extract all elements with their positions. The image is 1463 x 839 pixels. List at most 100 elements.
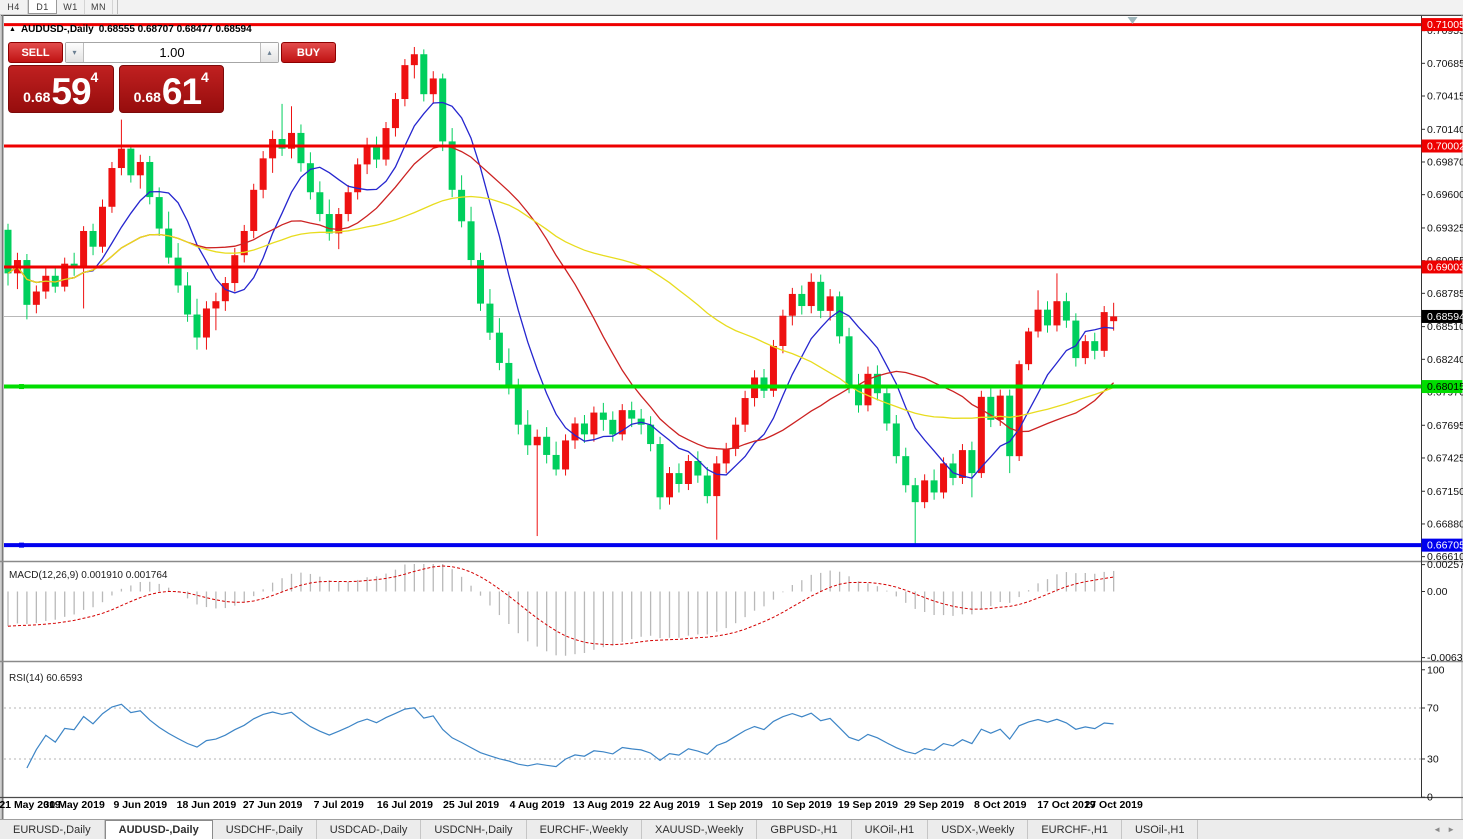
candle-body [515,387,522,425]
chart-tab-usdchf[interactable]: USDCHF-,Daily [213,820,317,839]
date-axis-label[interactable]: 7 Jul 2019 [314,799,364,811]
candle-body [505,363,512,387]
candle-body [675,473,682,484]
chart-shift-marker-icon[interactable] [1128,17,1138,24]
candle-body [80,231,87,266]
candle [392,93,399,137]
date-axis-label[interactable]: 8 Oct 2019 [974,799,1027,811]
chart-tab-eurusd[interactable]: EURUSD-,Daily [0,820,105,839]
candle-body [742,398,749,425]
sell-price-box[interactable]: 0.68 59 4 [8,65,114,113]
collapse-triangle-icon[interactable]: ▲ [9,26,16,33]
candle-body [1016,364,1023,456]
date-axis-label[interactable]: 27 Oct 2019 [1084,799,1143,811]
date-axis-label[interactable]: 18 Jun 2019 [177,799,237,811]
badge-text: 0.68015 [1427,381,1463,393]
date-axis-label[interactable]: 4 Aug 2019 [510,799,565,811]
candle-body [316,192,323,214]
candle-body [137,162,144,175]
candle-body [364,145,371,164]
timeframe-button-d1[interactable]: D1 [28,0,57,14]
candle [1072,313,1079,366]
volume-input[interactable] [84,43,260,62]
tab-scroll-right-icon[interactable]: ► [1447,825,1455,834]
candle [401,59,408,106]
chart-tab-usoil[interactable]: USOil-,H1 [1122,820,1199,839]
candle-body [723,449,730,464]
date-axis-label[interactable]: 27 Jun 2019 [243,799,303,811]
timeframe-button-h4[interactable]: H4 [0,0,28,14]
price-axis-label: 0.68240 [1427,354,1463,366]
date-axis-label[interactable]: 9 Jun 2019 [113,799,167,811]
candle [61,258,68,292]
candle-body [855,386,862,405]
candle [808,273,815,313]
buy-button[interactable]: BUY [281,42,336,63]
timeframe-button-mn[interactable]: MN [85,0,113,14]
sell-price-prefix: 0.68 [23,89,50,105]
candle-body [770,346,777,391]
candle [1101,306,1108,357]
price-axis-label: 0.67695 [1427,420,1463,432]
candle [789,288,796,326]
date-axis-label[interactable]: 1 Sep 2019 [709,799,763,811]
candle-body [1110,316,1117,321]
chart-tab-ukoil[interactable]: UKOil-,H1 [852,820,929,839]
tab-scroll-left-icon[interactable]: ◄ [1433,825,1441,834]
date-axis-label[interactable]: 10 Sep 2019 [772,799,832,811]
date-axis-label[interactable]: 16 Jul 2019 [377,799,433,811]
candle [307,152,314,199]
candle [316,181,323,221]
candle [1063,293,1070,328]
hline-handle[interactable] [19,384,24,389]
chart-tab-gbpusd[interactable]: GBPUSD-,H1 [757,820,851,839]
chart-tab-usdx[interactable]: USDX-,Weekly [928,820,1028,839]
candle-body [779,316,786,346]
chart-tab-eurchf[interactable]: EURCHF-,H1 [1028,820,1122,839]
hline-price-badge: 0.71005 [1422,18,1463,31]
badge-text: 0.70002 [1427,141,1463,153]
candle [704,467,711,503]
volume-decrease-button[interactable]: ▾ [66,43,84,62]
candle-body [581,423,588,434]
date-axis-label[interactable]: 30 May 2019 [43,799,104,811]
hline-handle[interactable] [19,543,24,548]
hline-price-badge: 0.69003 [1422,260,1463,273]
volume-increase-button[interactable]: ▴ [260,43,278,62]
candle [1110,303,1117,331]
date-axis-label[interactable]: 29 Sep 2019 [904,799,964,811]
candle-body [808,282,815,306]
chart-tab-audusd[interactable]: AUDUSD-,Daily [105,820,213,839]
candle [1016,361,1023,461]
candle [940,457,947,498]
price-axis-label: 0.69870 [1427,156,1463,168]
sell-button[interactable]: SELL [8,42,63,63]
rsi-label: RSI(14) 60.6593 [9,673,82,684]
date-axis-label[interactable]: 22 Aug 2019 [639,799,700,811]
candle-body [590,413,597,435]
buy-price-box[interactable]: 0.68 61 4 [119,65,225,113]
candle-body [883,393,890,423]
candle-body [165,229,172,258]
timeframe-button-w1[interactable]: W1 [57,0,85,14]
candle [864,367,871,412]
date-axis-label[interactable]: 19 Sep 2019 [838,799,898,811]
candle [685,455,692,490]
chart-tab-eurchf[interactable]: EURCHF-,Weekly [527,820,642,839]
rsi-axis-label: 0 [1427,792,1433,804]
candle-body [543,437,550,455]
chart-ohlc-label: 0.68555 0.68707 0.68477 0.68594 [99,24,252,35]
candle-body [921,480,928,502]
chart-title: ▲ AUDUSD-,Daily 0.68555 0.68707 0.68477 … [9,24,252,35]
badge-text: 0.69003 [1427,261,1463,273]
chart-tab-xauusd[interactable]: XAUUSD-,Weekly [642,820,757,839]
date-axis-label[interactable]: 25 Jul 2019 [443,799,499,811]
candle [779,310,786,354]
candle-body [383,128,390,159]
sell-price-big-digits: 59 [51,75,90,109]
chart-tab-usdcad[interactable]: USDCAD-,Daily [317,820,422,839]
date-axis-label[interactable]: 13 Aug 2019 [573,799,634,811]
chart-tab-usdcnh[interactable]: USDCNH-,Daily [421,820,526,839]
candle [383,122,390,166]
